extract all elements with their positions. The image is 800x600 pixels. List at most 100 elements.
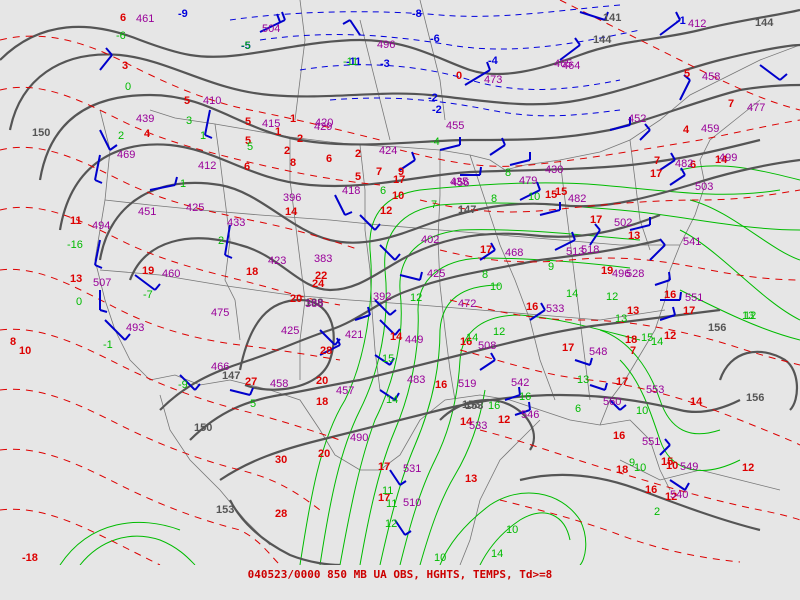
- station-height-label: 549: [680, 461, 699, 473]
- dewpoint-label: 9: [629, 457, 636, 469]
- station-height-label: 423: [268, 255, 287, 267]
- station-height-label: 493: [126, 322, 145, 334]
- station-height-label: 458: [270, 378, 289, 390]
- dewpoint-label: 10: [634, 462, 647, 474]
- temperature-label: 30: [275, 454, 288, 466]
- station-height-label: 473: [484, 74, 503, 86]
- temperature-label: 7: [630, 345, 637, 357]
- temperature-label: 14: [460, 416, 473, 428]
- cold-temperature-label: -8: [412, 8, 422, 20]
- dewpoint-label: 0: [76, 296, 83, 308]
- dewpoint-label: 13: [742, 310, 755, 322]
- station-height-label: 429: [314, 121, 333, 133]
- station-height-label: 464: [562, 60, 581, 72]
- political-borders: [94, 0, 800, 565]
- temperature-label: 13: [70, 273, 83, 285]
- dewpoint-label: 10: [434, 552, 447, 564]
- temperature-label: 9: [398, 166, 405, 178]
- station-height-label: 551: [685, 292, 704, 304]
- temperature-label: 24: [312, 278, 325, 290]
- temperature-label: 7: [654, 155, 661, 167]
- station-height-label: 452: [628, 113, 647, 125]
- temperature-label: 16: [526, 301, 539, 313]
- station-height-label: 496: [377, 39, 396, 51]
- station-height-label: 502: [614, 217, 633, 229]
- dewpoint-label: -11: [343, 56, 359, 68]
- station-height-label: 425: [281, 325, 300, 337]
- dewpoint-label: 5: [250, 398, 257, 410]
- temperature-label: 22: [315, 270, 328, 282]
- temperature-label: 2: [355, 148, 362, 160]
- station-height-label: 483: [407, 374, 426, 386]
- temperature-label: 0: [456, 70, 463, 82]
- station-height-label: 451: [138, 206, 157, 218]
- temperature-label: 7: [376, 166, 383, 178]
- station-height-label: 412: [198, 160, 217, 172]
- station-height-label: 482: [568, 193, 587, 205]
- dewpoint-label: 11: [382, 485, 394, 497]
- temperature-label: 12: [665, 491, 678, 503]
- station-height-label: 430: [545, 164, 564, 176]
- station-height-label: 533: [469, 420, 488, 432]
- temperature-label: 15: [545, 189, 558, 201]
- temperature-label: 15: [555, 186, 568, 198]
- station-height-label: 468: [505, 247, 524, 259]
- temperature-label: 8: [290, 157, 297, 169]
- temperature-label: 8: [10, 336, 17, 348]
- temperature-label: 16: [664, 289, 677, 301]
- temperature-label: 17: [480, 244, 493, 256]
- temperature-label: 7: [728, 98, 735, 110]
- cold-temperature-label: -2: [432, 104, 442, 116]
- station-height-label: 388: [305, 298, 324, 310]
- station-height-label: 455: [446, 120, 465, 132]
- station-height-label: 551: [642, 436, 661, 448]
- temperature-label: 16: [613, 430, 626, 442]
- temperature-label: 12: [664, 330, 677, 342]
- station-height-label: 499: [719, 152, 738, 164]
- dewpoint-label: -4: [430, 136, 440, 148]
- footer-bar: [0, 565, 800, 600]
- temperature-label: 17: [378, 461, 391, 473]
- temperature-label: 11: [70, 215, 82, 227]
- dewpoint-label: 13: [577, 374, 590, 386]
- height-contour-label: 153: [462, 399, 481, 411]
- temperature-label: 12: [498, 414, 511, 426]
- dewpoint-label: -9: [178, 379, 188, 391]
- dewpoint-label: 2: [654, 506, 661, 518]
- height-contour-label: 153: [465, 400, 484, 412]
- dewpoint-label: -6: [116, 30, 126, 42]
- station-height-label: 439: [136, 113, 155, 125]
- dewpoint-label: -5: [241, 40, 251, 52]
- cold-temperature-label: -5: [241, 40, 251, 52]
- station-height-label: 540: [670, 489, 689, 501]
- dewpoint-label: 8: [505, 167, 512, 179]
- station-height-label: 449: [405, 334, 424, 346]
- station-height-label: 528: [626, 268, 645, 280]
- temperature-label: 20: [316, 375, 329, 387]
- station-height-label: 425: [427, 268, 446, 280]
- temperature-label: 18: [625, 334, 638, 346]
- dewpoint-label: 11: [386, 498, 398, 510]
- height-contour-label: 147: [222, 370, 241, 382]
- dewpoint-label: 10: [490, 281, 503, 293]
- station-height-label: 519: [458, 378, 477, 390]
- dewpoint-label: 14: [466, 332, 479, 344]
- station-height-label: 518: [581, 244, 600, 256]
- temperature-label: 4: [144, 128, 151, 140]
- station-height-label: 533: [546, 303, 565, 315]
- station-height-label: 469: [117, 149, 136, 161]
- dewpoint-label: 2: [218, 235, 225, 247]
- height-contour-label: 150: [194, 422, 213, 434]
- station-height-label: 548: [589, 346, 608, 358]
- temperature-label: 28: [320, 345, 333, 357]
- wind-barbs: [94, 11, 788, 536]
- station-height-label: 479: [519, 175, 538, 187]
- dewpoint-label: 9: [548, 261, 555, 273]
- map-caption: 040523/0000 850 MB UA OBS, HGHTS, TEMPS,…: [247, 568, 553, 581]
- temperature-label: 14: [690, 396, 703, 408]
- temperature-label: 13: [627, 305, 640, 317]
- temperature-label: 20: [318, 448, 331, 460]
- dewpoint-label: 14: [566, 288, 579, 300]
- station-height-label: 410: [203, 95, 222, 107]
- cold-temperature-label: -4: [488, 55, 498, 67]
